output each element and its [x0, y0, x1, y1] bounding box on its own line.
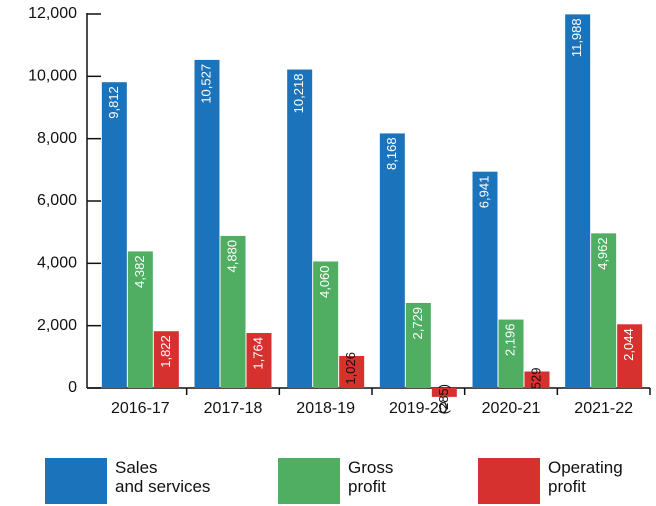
- bar: [524, 371, 550, 388]
- bar: [127, 251, 153, 388]
- x-tick-label: 2020-21: [482, 400, 541, 417]
- bar: [472, 171, 498, 388]
- bar: [220, 235, 246, 388]
- value-label: 4,382: [132, 255, 147, 288]
- value-label: 529: [528, 368, 543, 390]
- legend-item: Gross profit: [278, 458, 393, 504]
- value-label: 8,168: [384, 137, 399, 170]
- bar: [246, 333, 272, 388]
- legend-label: Gross profit: [348, 458, 394, 496]
- bar: [379, 133, 405, 388]
- value-label: 9,812: [106, 86, 121, 119]
- value-label: 4,962: [595, 237, 610, 270]
- y-tick-label: 6,000: [37, 192, 77, 209]
- bar: [194, 59, 220, 388]
- x-tick-label: 2018-19: [296, 400, 355, 417]
- y-tick-label: 4,000: [37, 255, 77, 272]
- y-tick-label: 0: [68, 379, 77, 396]
- bar: [565, 14, 591, 389]
- y-tick-label: 8,000: [37, 130, 77, 147]
- value-label: (285): [436, 384, 451, 414]
- value-label: 2,044: [621, 328, 636, 361]
- value-label: 1,026: [343, 352, 358, 385]
- bar: [153, 331, 179, 388]
- bar: [617, 324, 643, 388]
- value-label: 4,060: [317, 265, 332, 298]
- legend-label: Operating profit: [548, 458, 623, 496]
- bar: [431, 388, 457, 397]
- y-tick-label: 10,000: [28, 68, 77, 85]
- value-label: 2,729: [410, 307, 425, 340]
- legend-item: Operating profit: [478, 458, 623, 504]
- x-tick-label: 2016-17: [111, 400, 170, 417]
- bar: [591, 233, 617, 388]
- legend-swatch: [478, 458, 540, 504]
- legend-swatch: [278, 458, 340, 504]
- y-tick-label: 2,000: [37, 317, 77, 334]
- x-tick-label: 2019-20: [389, 400, 448, 417]
- bar: [498, 319, 524, 388]
- value-label: 1,822: [158, 335, 173, 368]
- legend-swatch: [45, 458, 107, 504]
- bar: [339, 356, 365, 388]
- bar: [313, 261, 339, 388]
- value-label: 11,988: [569, 18, 584, 57]
- x-tick-label: 2017-18: [204, 400, 263, 417]
- value-label: 2,196: [502, 324, 517, 357]
- bar: [405, 302, 431, 388]
- legend-label: Sales and services: [115, 458, 211, 496]
- legend-item: Sales and services: [45, 458, 210, 504]
- value-label: 10,527: [198, 64, 213, 104]
- bar: [287, 69, 313, 388]
- value-label: 1,764: [250, 337, 265, 370]
- bar: [101, 82, 127, 389]
- y-tick-label: 12,000: [28, 5, 77, 22]
- x-tick-label: 2021-22: [574, 400, 633, 417]
- value-label: 10,218: [291, 74, 306, 114]
- value-label: 4,880: [224, 240, 239, 273]
- chart: 0 2,000 4,000 6,000 8,000 10,000 12,000 2016-17…: [28, 5, 651, 417]
- value-label: 6,941: [476, 176, 491, 209]
